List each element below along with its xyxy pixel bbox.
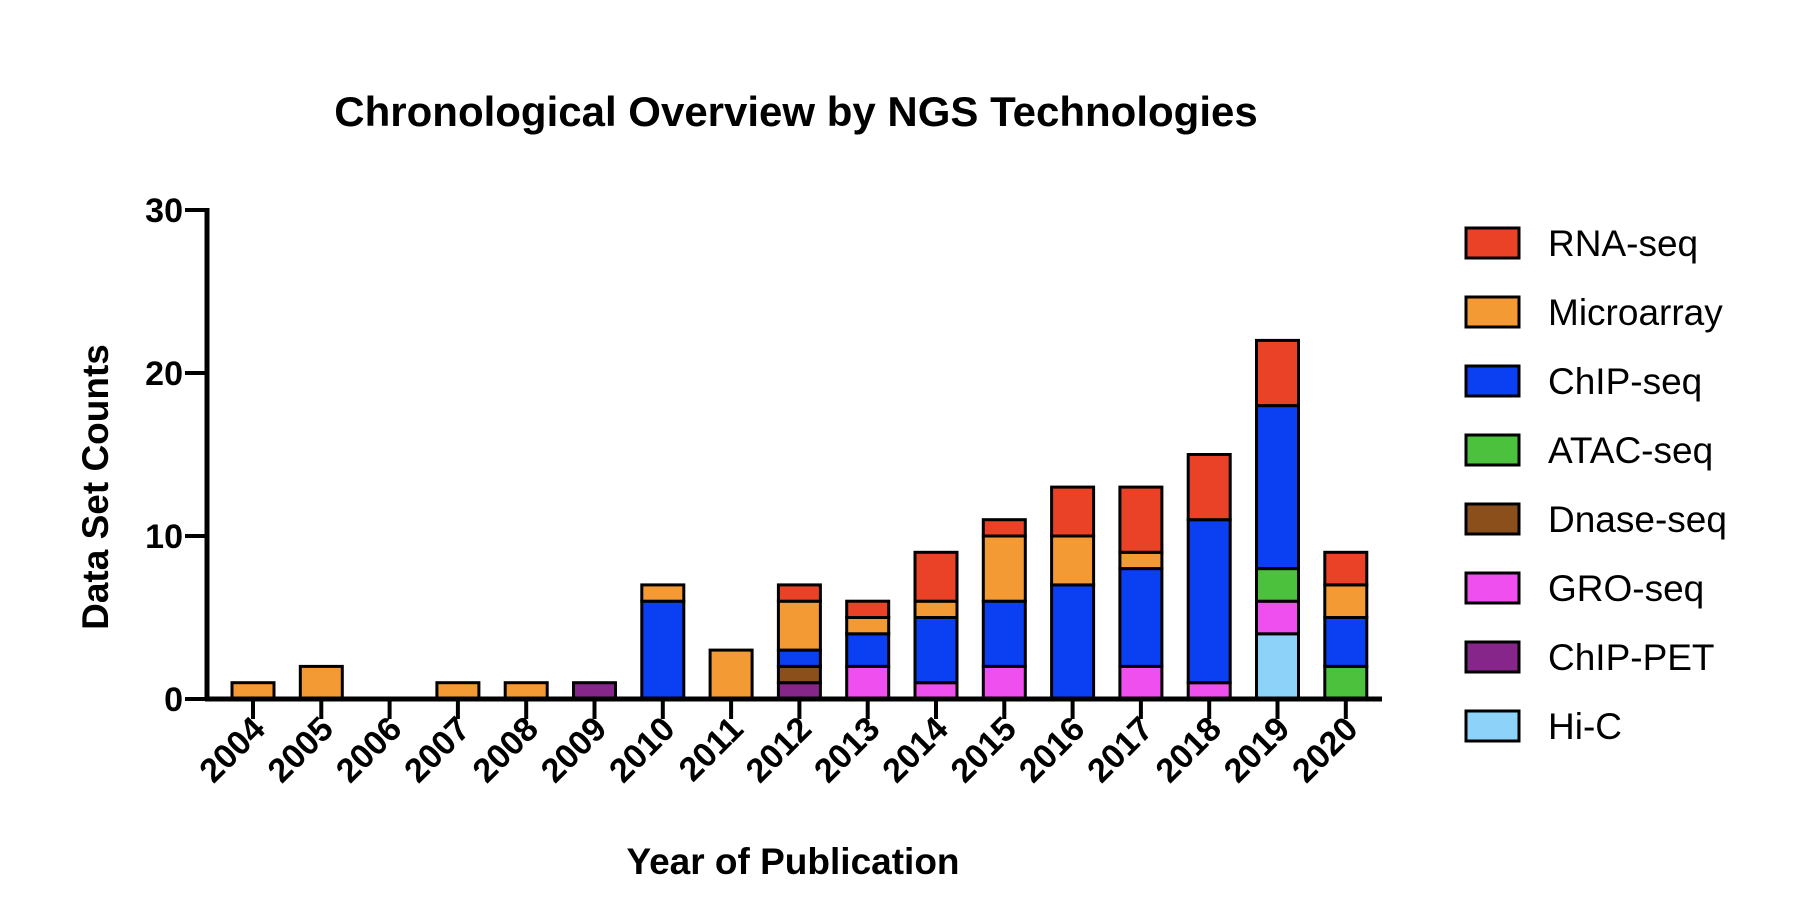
- bar-segment: [1050, 534, 1096, 587]
- bar-segment: [981, 534, 1027, 603]
- legend-label: Dnase-seq: [1548, 499, 1727, 540]
- bar-segment: [776, 583, 822, 603]
- x-tick-label: 2005: [261, 710, 341, 790]
- bar-segment: [1323, 664, 1369, 701]
- x-tick-label: 2012: [739, 710, 819, 790]
- legend-swatch: [1464, 640, 1521, 674]
- legend-swatch: [1464, 502, 1521, 536]
- bar-segment: [708, 648, 754, 701]
- legend-label: ChIP-PET: [1548, 637, 1715, 678]
- bar-segment: [1118, 550, 1164, 571]
- x-tick-label: 2015: [944, 710, 1024, 790]
- bar-segment: [1186, 518, 1232, 685]
- bar-segment: [640, 583, 686, 603]
- legend-swatch: [1464, 364, 1521, 398]
- x-tick-label: 2017: [1080, 710, 1160, 790]
- bar-segment: [298, 664, 344, 701]
- x-tick-label: 2019: [1217, 710, 1297, 790]
- y-tick-label: 0: [164, 681, 183, 719]
- bar-segment: [1255, 338, 1300, 408]
- legend-swatch: [1464, 226, 1521, 260]
- legend-label: ChIP-seq: [1548, 361, 1702, 402]
- bar-segment: [1186, 453, 1232, 522]
- x-axis-label: Year of Publication: [626, 841, 959, 882]
- bar-segment: [913, 550, 959, 603]
- x-tick-label: 2018: [1149, 710, 1229, 790]
- bar-segment: [845, 664, 891, 701]
- bar-segment: [845, 632, 891, 668]
- legend-label: RNA-seq: [1548, 223, 1698, 264]
- bar-segment: [776, 648, 822, 668]
- legend: RNA-seq Microarray ChIP-seq ATAC-seq Dnase-s…: [1464, 223, 1727, 747]
- x-tick-label: 2004: [192, 710, 272, 790]
- legend-label: GRO-seq: [1548, 568, 1704, 609]
- bar-segment: [1050, 583, 1096, 701]
- x-tick-label: 2011: [672, 710, 751, 789]
- legend-label: ATAC-seq: [1548, 430, 1713, 471]
- x-tick-label: 2008: [466, 710, 546, 790]
- y-tick-label: 20: [145, 355, 183, 393]
- bar-segment: [1118, 485, 1164, 554]
- legend-swatch: [1464, 571, 1521, 605]
- legend-label: Microarray: [1548, 292, 1723, 333]
- bar-segment: [1050, 485, 1096, 538]
- x-tick-label: 2013: [807, 710, 887, 790]
- bar-segment: [981, 599, 1027, 668]
- bar-segment: [1323, 550, 1369, 587]
- bar-segment: [1255, 599, 1300, 636]
- x-tick-label: 2007: [397, 710, 477, 790]
- bar-segment: [1323, 583, 1369, 620]
- chart-title: Chronological Overview by NGS Technologi…: [334, 88, 1257, 135]
- bar-segment: [1255, 632, 1300, 701]
- bar-segment: [981, 664, 1027, 701]
- axes-group: [204, 208, 1382, 702]
- y-ticks-group: 0 10 20 30: [145, 192, 207, 719]
- bar-segment: [913, 599, 959, 620]
- bar-segment: [981, 518, 1027, 538]
- x-ticks-group: 2004200520062007200820092010201120122013…: [192, 699, 1365, 790]
- y-axis-label: Data Set Counts: [75, 344, 116, 630]
- legend-label: Hi-C: [1548, 706, 1622, 747]
- bar-segment: [913, 616, 959, 685]
- y-tick-label: 10: [145, 518, 183, 556]
- bar-segment: [1255, 404, 1300, 571]
- x-tick-label: 2006: [329, 710, 409, 790]
- bar-segment: [845, 616, 891, 636]
- bar-segment: [845, 599, 891, 620]
- x-tick-label: 2009: [534, 710, 614, 790]
- x-tick-label: 2010: [602, 710, 682, 790]
- bar-segment: [776, 664, 822, 685]
- bar-segment: [776, 599, 822, 652]
- bar-segment: [1118, 567, 1164, 668]
- legend-swatch: [1464, 709, 1521, 743]
- bar-segment: [640, 599, 686, 701]
- bar-segment: [1323, 616, 1369, 668]
- bars-group: [230, 338, 1369, 701]
- legend-swatch: [1464, 433, 1521, 467]
- legend-swatch: [1464, 295, 1521, 329]
- x-tick-label: 2014: [875, 710, 955, 790]
- x-tick-label: 2016: [1012, 710, 1092, 790]
- y-tick-label: 30: [145, 192, 183, 230]
- x-tick-label: 2020: [1285, 710, 1365, 790]
- bar-segment: [1118, 664, 1164, 701]
- bar-segment: [1255, 567, 1300, 603]
